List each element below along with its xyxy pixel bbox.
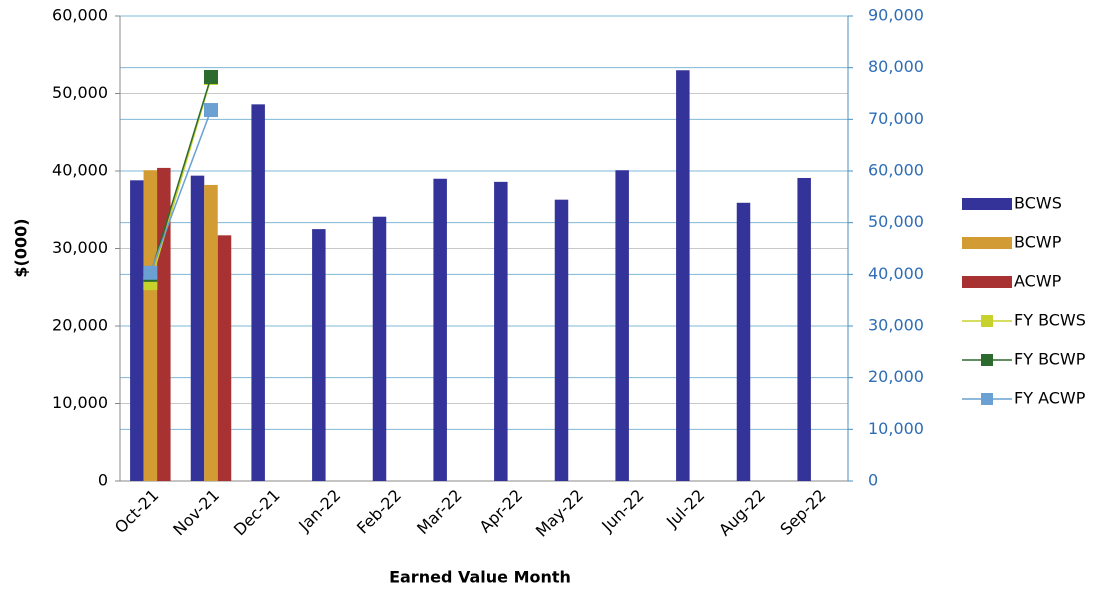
- bar: [676, 70, 690, 481]
- legend-label: FY BCWP: [1014, 350, 1086, 369]
- bar: [130, 180, 144, 482]
- y2-tick-label: 40,000: [868, 264, 924, 283]
- legend-swatch: [962, 198, 1012, 210]
- legend-label: BCWS: [1014, 194, 1062, 213]
- bar: [736, 202, 751, 481]
- line: [149, 109, 212, 274]
- y-tick-label: 10,000: [52, 393, 108, 412]
- legend-marker: [981, 315, 993, 327]
- x-tick-label: Aug-22: [715, 486, 769, 540]
- x-tick-label: Dec-21: [230, 486, 284, 540]
- bar: [797, 177, 811, 481]
- y-tick-label: 50,000: [52, 83, 108, 102]
- bar: [554, 199, 569, 482]
- bar: [312, 229, 326, 481]
- legend-label: BCWP: [1014, 233, 1062, 252]
- y2-tick-label: 80,000: [868, 57, 924, 76]
- bar: [494, 181, 508, 481]
- y-tick-label: 40,000: [52, 161, 108, 180]
- line: [149, 76, 212, 276]
- marker: [204, 69, 218, 84]
- y-tick-label: 0: [98, 471, 108, 490]
- y-tick-label: 60,000: [52, 6, 108, 25]
- y2-tick-label: 70,000: [868, 109, 924, 128]
- y2-tick-label: 60,000: [868, 161, 924, 180]
- x-tick-label: Nov-21: [169, 486, 223, 540]
- bar: [217, 235, 232, 481]
- marker: [204, 103, 218, 118]
- bar: [251, 104, 265, 481]
- marker: [143, 265, 158, 280]
- bar: [204, 184, 218, 481]
- y2-tick-label: 30,000: [868, 316, 924, 335]
- y2-tick-label: 50,000: [868, 212, 924, 231]
- bar: [433, 178, 447, 481]
- y2-tick-label: 10,000: [868, 419, 924, 438]
- x-tick-label: Jul-22: [662, 486, 708, 532]
- bar: [615, 170, 629, 481]
- legend-marker: [981, 393, 993, 405]
- x-tick-label: Oct-21: [111, 486, 162, 537]
- y2-tick-label: 0: [868, 471, 878, 490]
- y-axis-label: $(000): [12, 218, 31, 277]
- legend-label: FY BCWS: [1014, 311, 1086, 330]
- bar: [372, 216, 387, 481]
- y-tick-label: 30,000: [52, 238, 108, 257]
- legend-marker: [981, 354, 993, 366]
- x-tick-label: May-22: [532, 486, 587, 541]
- y2-tick-label: 90,000: [868, 6, 924, 25]
- x-tick-label: Feb-22: [353, 486, 405, 538]
- x-tick-label: Sep-22: [776, 486, 829, 539]
- legend-label: FY ACWP: [1014, 389, 1086, 408]
- y-tick-label: 20,000: [52, 316, 108, 335]
- x-tick-label: Jan-22: [294, 486, 344, 536]
- bar: [190, 175, 205, 481]
- legend-label: ACWP: [1014, 272, 1062, 291]
- legend-swatch: [962, 276, 1012, 288]
- x-tick-label: Jun-22: [597, 486, 647, 536]
- x-axis-label: Earned Value Month: [389, 568, 571, 587]
- y2-tick-label: 20,000: [868, 367, 924, 386]
- x-tick-label: Mar-22: [413, 486, 466, 539]
- legend-swatch: [962, 237, 1012, 249]
- x-tick-label: Apr-22: [476, 486, 527, 537]
- bar: [143, 170, 158, 481]
